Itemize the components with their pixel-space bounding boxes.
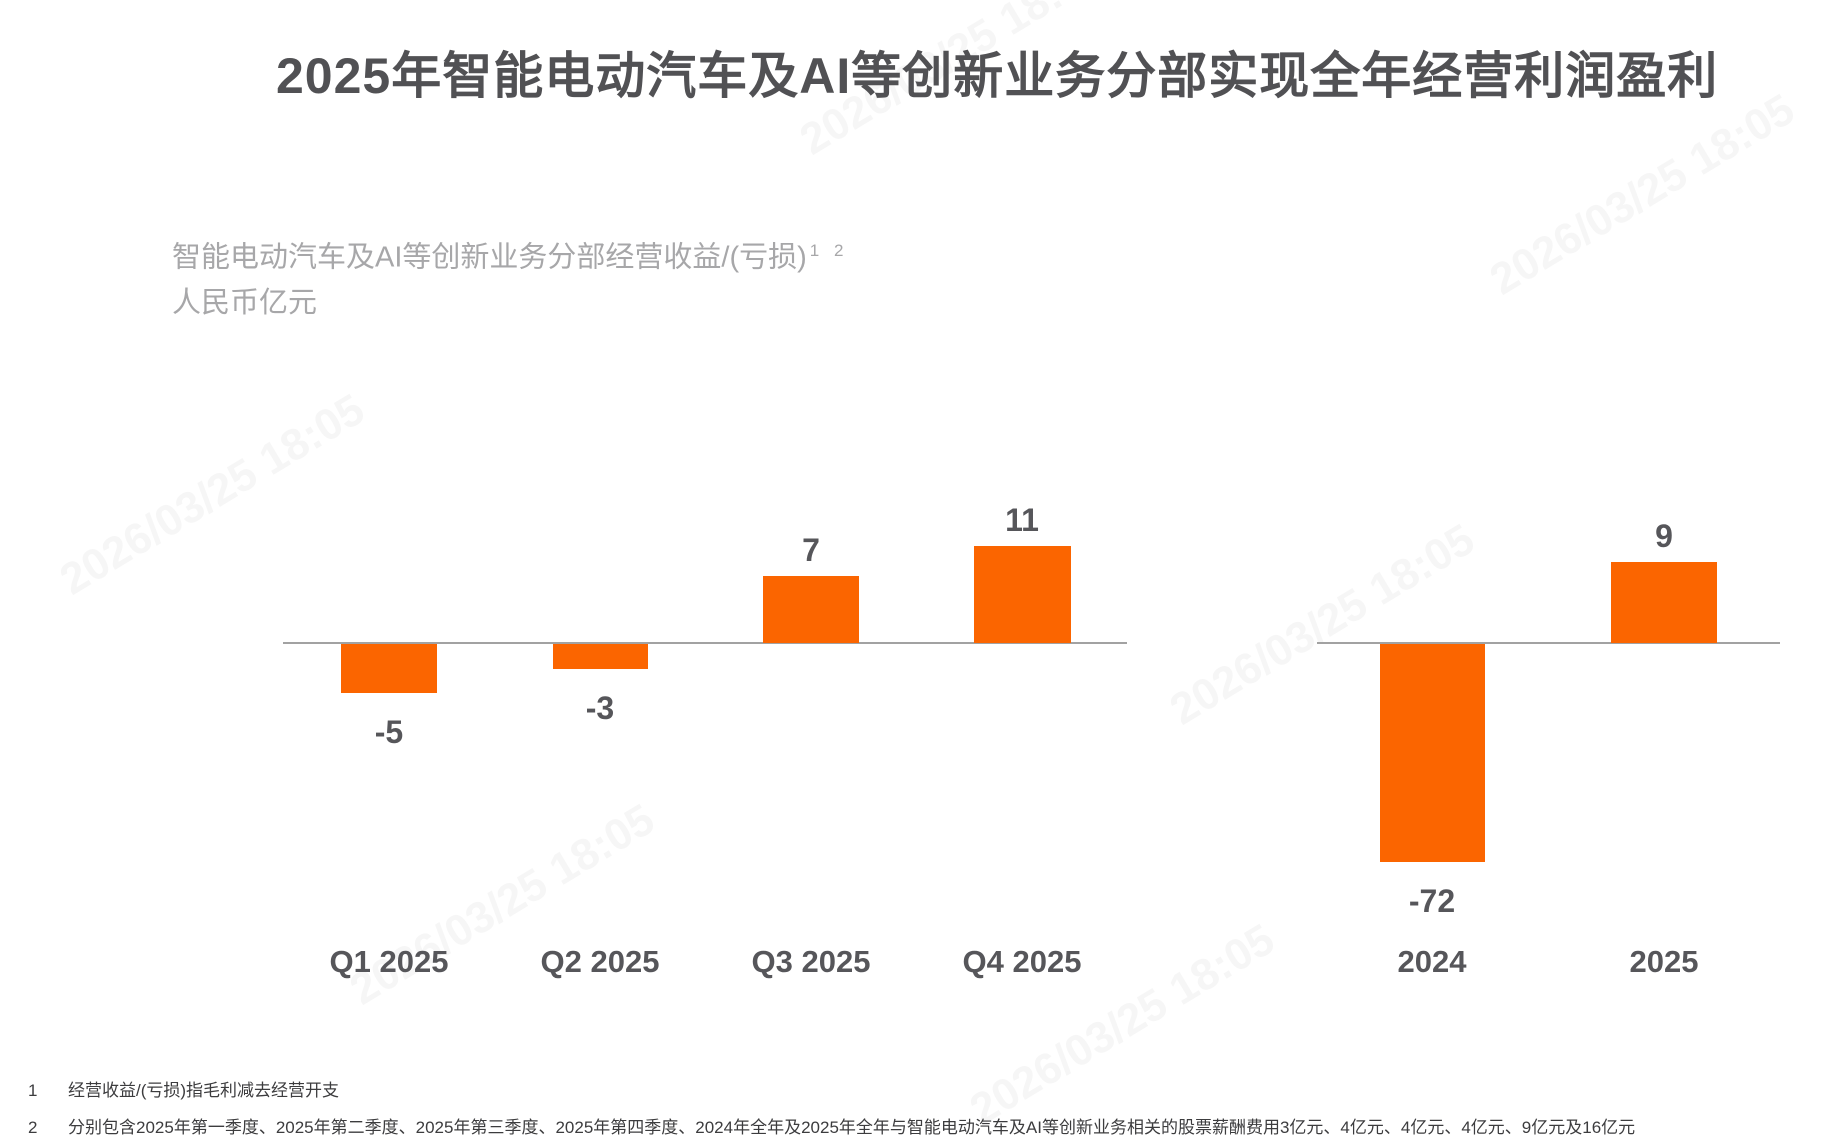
x-axis-baseline-1 [283,642,1127,644]
footnote-marker: 2 [28,1118,38,1137]
category-label-2024: 2024 [1397,944,1467,979]
chart-unit-label: 人民币亿元 [172,286,318,319]
page-title: 2025年智能电动汽车及AI等创新业务分部实现全年经营利润盈利 [276,48,1719,104]
chart-header: 智能电动汽车及AI等创新业务分部经营收益/(亏损) 1 2 人民币亿元 [172,228,848,326]
bar-q4-2025 [973,546,1071,643]
watermark-text: 2026/03/25 18:05 [1481,84,1803,305]
category-label-q4-2025: Q4 2025 [962,944,1082,979]
bar-q2-2025 [552,644,648,669]
footnote-marker: 1 [28,1081,38,1100]
category-label-q3-2025: Q3 2025 [751,944,871,979]
footnote-row: 1 经营收益/(亏损)指毛利减去经营开支 [28,1080,1635,1102]
value-label-2024: -72 [1408,883,1456,919]
value-label-q4-2025: 11 [1005,502,1039,538]
bar-2024 [1379,644,1485,862]
bar-2025 [1611,562,1717,643]
footnote-text: 经营收益/(亏损)指毛利减去经营开支 [68,1081,340,1100]
watermark-text: 2026/03/25 18:05 [51,384,373,605]
footnote-row: 2 分别包含2025年第一季度、2025年第二季度、2025年第三季度、2025年… [28,1117,1635,1139]
category-label-q1-2025: Q1 2025 [329,944,449,979]
footnote-reference: 1 2 [809,241,849,260]
footnotes: 1 经营收益/(亏损)指毛利减去经营开支 2 分别包含2025年第一季度、2025年第… [28,1080,1635,1144]
category-label-q2-2025: Q2 2025 [540,944,660,979]
value-label-q3-2025: 7 [802,532,820,568]
chart-measure-label: 智能电动汽车及AI等创新业务分部经营收益/(亏损) 1 2 [172,241,849,274]
footnote-text: 分别包含2025年第一季度、2025年第二季度、2025年第三季度、2025年第… [68,1118,1636,1137]
watermark-text: 2026/03/25 18:05 [341,794,663,1015]
category-label-2025: 2025 [1629,944,1699,979]
value-label-q2-2025: -3 [585,690,615,726]
value-label-2025: 9 [1655,518,1673,554]
x-axis-baseline-2 [1317,642,1780,644]
bar-q3-2025 [763,576,859,643]
bar-q1-2025 [341,644,437,693]
value-label-q1-2025: -5 [374,714,404,750]
